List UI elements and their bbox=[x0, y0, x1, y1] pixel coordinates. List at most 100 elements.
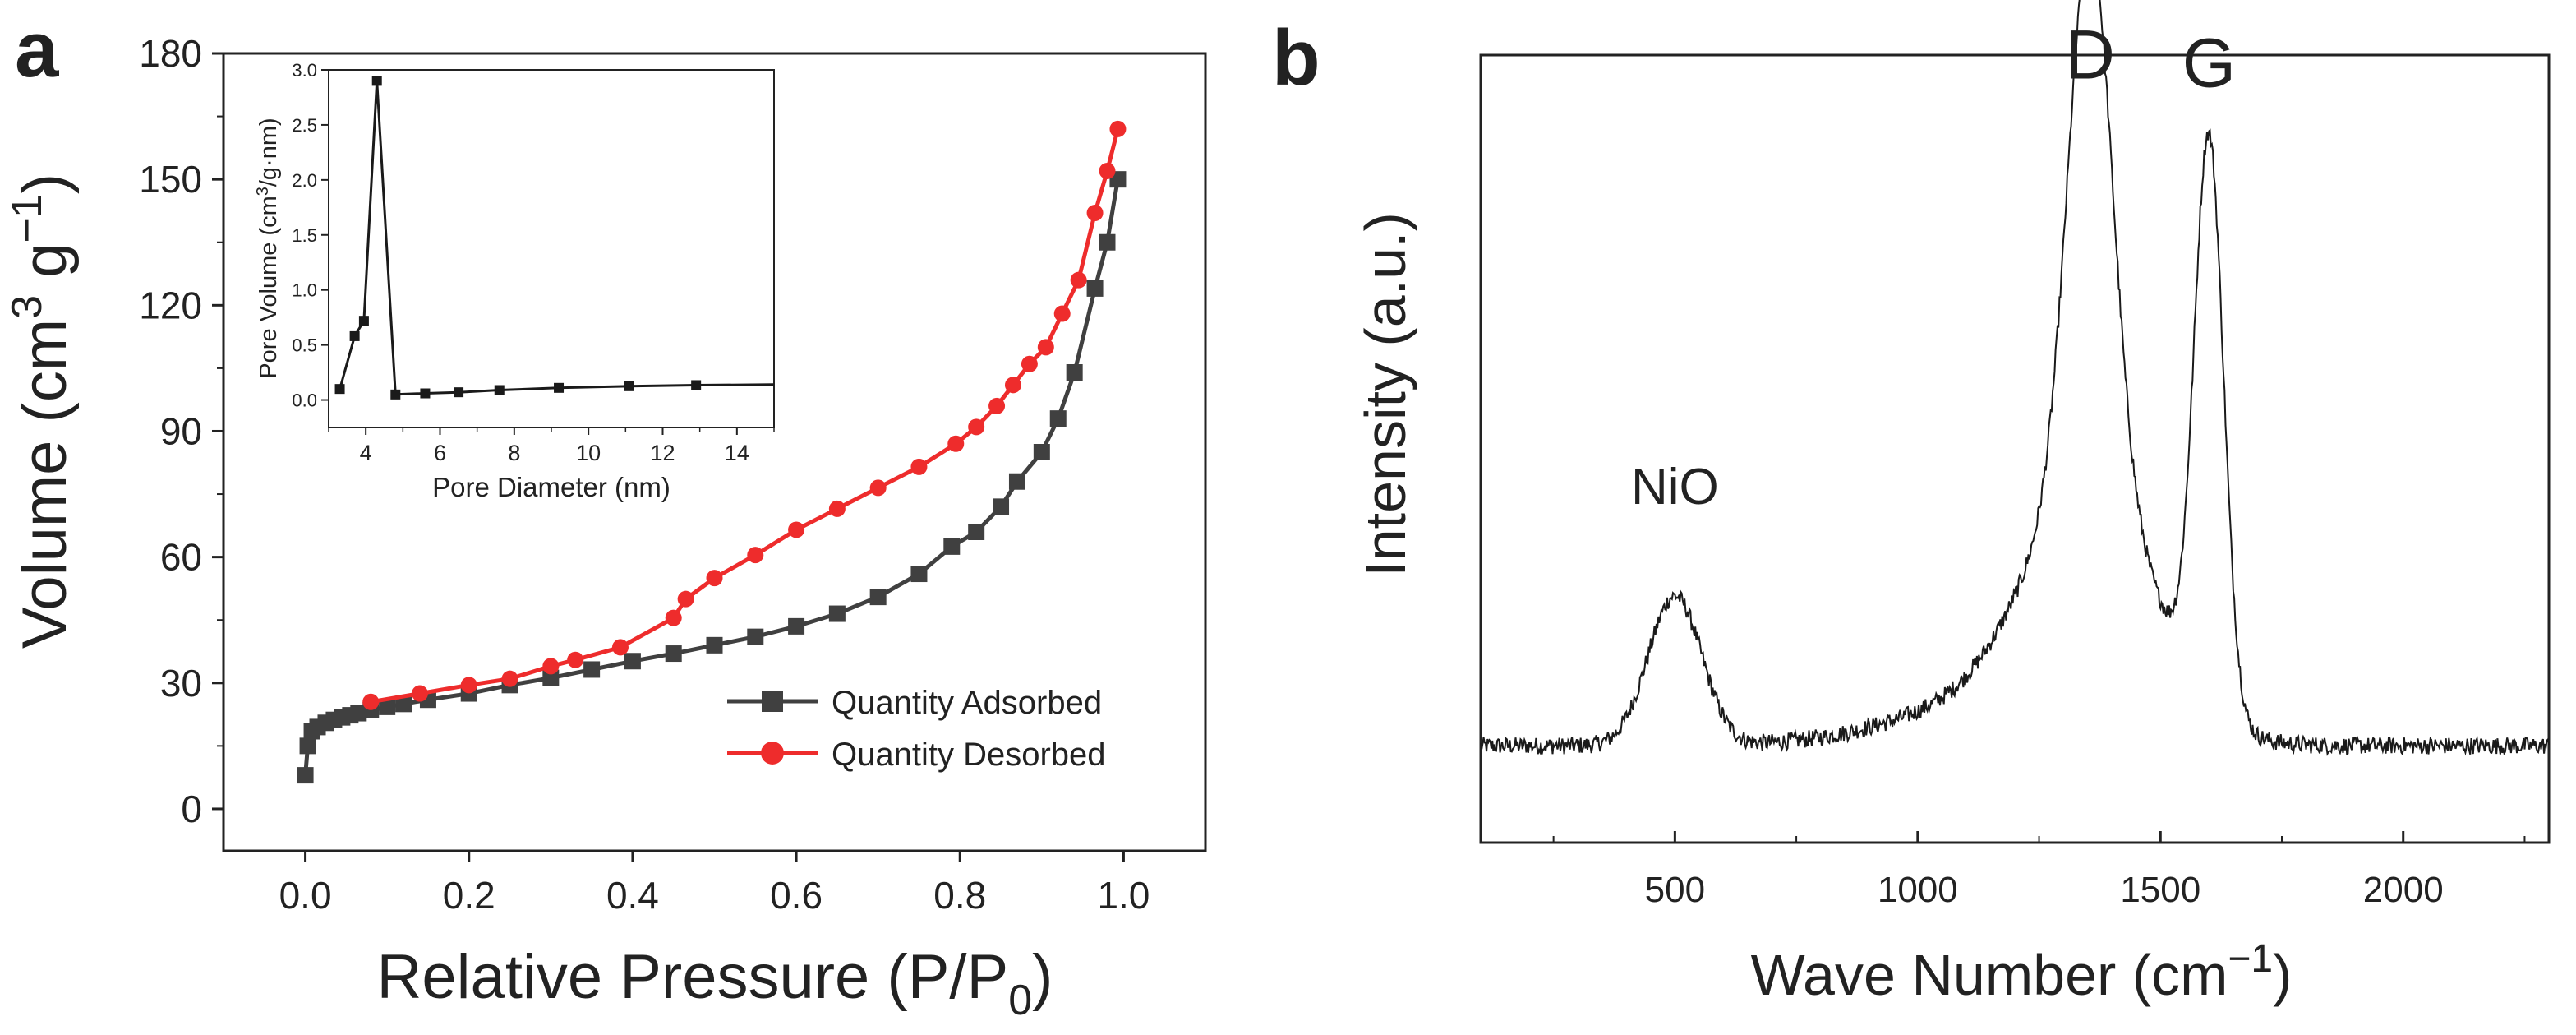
adsorbed-point bbox=[869, 589, 887, 606]
panel-a-ylabel-mid: g bbox=[10, 243, 80, 295]
inset-xtick-label: 8 bbox=[508, 441, 520, 465]
desorbed-point bbox=[567, 651, 584, 668]
adsorbed-point bbox=[943, 538, 961, 555]
inset-point bbox=[624, 381, 634, 391]
desorbed-point bbox=[665, 609, 682, 626]
panel-a-ytick-label: 150 bbox=[139, 158, 202, 201]
panel-a-xlabel-end: ) bbox=[1032, 942, 1053, 1012]
desorbed-point bbox=[412, 685, 428, 702]
peak-label-g: G bbox=[2182, 24, 2236, 101]
inset-ytick-label: 1.0 bbox=[292, 280, 317, 301]
desorbed-point bbox=[542, 658, 560, 675]
adsorbed-point bbox=[542, 669, 560, 686]
panel-a-ytick-label: 60 bbox=[160, 536, 202, 579]
panel-a-ylabel-end: ) bbox=[10, 173, 80, 194]
panel-a-xtick-label: 0.0 bbox=[279, 874, 332, 917]
adsorbed-point bbox=[299, 737, 316, 755]
legend-item-desorbed: Quantity Desorbed bbox=[727, 737, 1106, 773]
panel-b-frame bbox=[1479, 53, 2551, 844]
panel-b-xtick-label: 2000 bbox=[2363, 870, 2444, 910]
inset-ytick-label: 1.5 bbox=[292, 225, 317, 246]
inset-ytick-label: 0.0 bbox=[292, 390, 317, 411]
adsorbed-point bbox=[583, 661, 601, 678]
desorbed-point bbox=[1109, 120, 1127, 137]
inset-ylabel-main: Pore Volume (cm bbox=[256, 196, 282, 378]
adsorbed-point bbox=[788, 617, 805, 635]
inset-point bbox=[334, 384, 345, 395]
panel-b-xtick-label: 500 bbox=[1645, 870, 1705, 910]
inset-ytick-label: 2.5 bbox=[292, 115, 317, 136]
desorbed-point bbox=[1004, 377, 1021, 394]
legend-item-adsorbed: Quantity Adsorbed bbox=[727, 685, 1102, 721]
desorbed-point bbox=[1037, 339, 1054, 356]
inset-ytick-label: 0.5 bbox=[292, 335, 317, 356]
panel-b-annotations: NiO D G bbox=[1631, 16, 2236, 515]
inset-xtick-label: 14 bbox=[725, 441, 749, 465]
panel-a-xlabel-sub: 0 bbox=[1008, 977, 1032, 1024]
inset-point bbox=[371, 76, 382, 86]
adsorbed-point bbox=[1099, 233, 1116, 251]
panel-a-ylabel-sup1: 3 bbox=[3, 295, 51, 319]
inset-series-line bbox=[339, 81, 775, 396]
adsorbed-point bbox=[1086, 280, 1104, 297]
inset-ticks: 4 6 8 10 12 14 0.0 0.5 1.0 1.5 2.0 2.5 3.0 bbox=[292, 60, 775, 465]
panel-a-ytick-label: 0 bbox=[181, 788, 202, 830]
peak-label-d: D bbox=[2065, 16, 2115, 94]
adsorbed-point bbox=[1008, 473, 1025, 490]
inset-point bbox=[554, 382, 565, 393]
legend-label-desorbed: Quantity Desorbed bbox=[832, 737, 1106, 773]
adsorbed-point bbox=[624, 653, 641, 670]
desorbed-point bbox=[788, 521, 805, 538]
desorbed-point bbox=[1053, 305, 1071, 322]
inset-point bbox=[420, 388, 431, 399]
inset-xtick-label: 12 bbox=[650, 441, 675, 465]
inset-xtick-label: 10 bbox=[576, 441, 601, 465]
adsorbed-point bbox=[1033, 444, 1050, 460]
desorbed-point bbox=[869, 479, 887, 497]
inset-point bbox=[454, 387, 464, 398]
inset-point bbox=[349, 330, 360, 341]
inset: 4 6 8 10 12 14 0.0 0.5 1.0 1.5 2.0 2.5 3.0 Pore Diam… bbox=[254, 60, 775, 502]
adsorbed-point bbox=[706, 636, 723, 654]
desorbed-point bbox=[611, 639, 629, 656]
series-line-desorbed bbox=[370, 128, 1120, 705]
inset-point bbox=[358, 316, 369, 326]
inset-xtick-label: 6 bbox=[434, 441, 446, 465]
panel-b-ticks: 500 1000 1500 2000 bbox=[1552, 831, 2526, 910]
panel-a-ytick-label: 180 bbox=[139, 32, 202, 75]
panel-a-xlabel-main: Relative Pressure (P/P bbox=[377, 942, 1009, 1012]
panel-a-xtick-label: 0.6 bbox=[770, 874, 823, 917]
panel-a-xtick-label: 0.4 bbox=[606, 874, 659, 917]
desorbed-point bbox=[968, 418, 985, 436]
panel-label-a: a bbox=[15, 6, 59, 94]
desorbed-point bbox=[1021, 355, 1038, 372]
panel-a-legend: Quantity Adsorbed Quantity Desorbed bbox=[727, 685, 1106, 773]
panel-b-xlabel: Wave Number (cm−1) bbox=[1751, 937, 2293, 1007]
adsorbed-point bbox=[747, 628, 764, 645]
desorbed-point bbox=[947, 435, 965, 452]
panel-label-b: b bbox=[1272, 14, 1320, 102]
desorbed-point bbox=[706, 570, 723, 587]
panel-a-frame bbox=[222, 52, 1207, 852]
raman-spectrum-line bbox=[1480, 0, 2550, 756]
panel-a-xtick-label: 0.2 bbox=[443, 874, 495, 917]
desorbed-point bbox=[828, 500, 846, 517]
adsorbed-point bbox=[1049, 410, 1067, 427]
panel-a-ylabel-sup2: −1 bbox=[3, 194, 51, 243]
panel-a-ytick-label: 90 bbox=[160, 409, 202, 452]
panel-a-ytick-label: 30 bbox=[160, 662, 202, 705]
inset-ytick-label: 2.0 bbox=[292, 170, 317, 191]
inset-point bbox=[691, 380, 702, 390]
adsorbed-point bbox=[395, 695, 412, 713]
adsorbed-point bbox=[993, 498, 1010, 515]
panel-a-series bbox=[297, 120, 1127, 784]
adsorbed-point bbox=[968, 524, 985, 540]
panel-b-xtick-label: 1500 bbox=[2120, 870, 2200, 910]
desorbed-point bbox=[1070, 271, 1087, 289]
panel-a-ylabel: Volume (cm3 g−1) bbox=[3, 173, 80, 649]
desorbed-point bbox=[1099, 162, 1116, 179]
adsorbed-point bbox=[1066, 364, 1083, 381]
panel-a-xtick-label: 1.0 bbox=[1097, 874, 1150, 917]
adsorbed-point bbox=[910, 566, 928, 583]
